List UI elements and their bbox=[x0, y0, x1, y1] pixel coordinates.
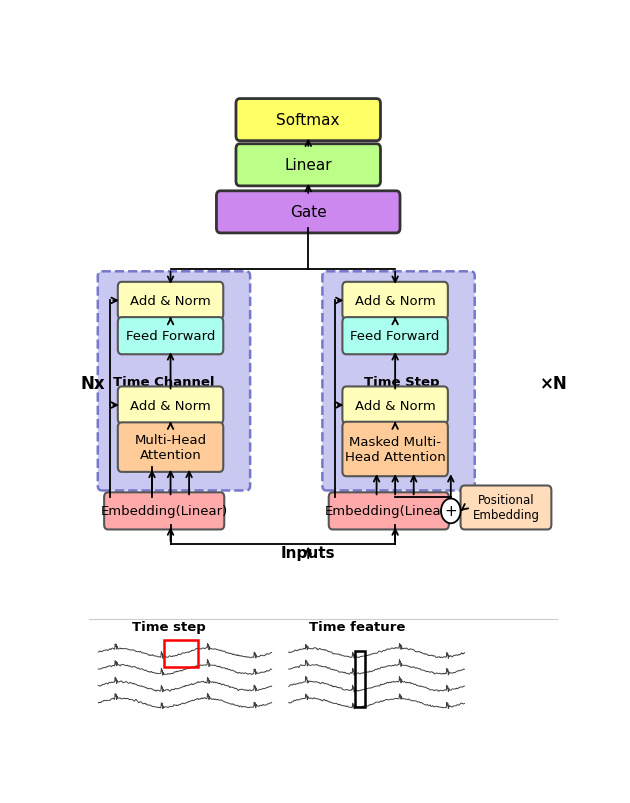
FancyBboxPatch shape bbox=[236, 145, 381, 186]
Text: Nx: Nx bbox=[80, 375, 105, 393]
FancyBboxPatch shape bbox=[343, 422, 448, 477]
FancyBboxPatch shape bbox=[217, 192, 400, 234]
Text: Add & Norm: Add & Norm bbox=[355, 295, 435, 308]
Text: Softmax: Softmax bbox=[277, 113, 340, 128]
FancyBboxPatch shape bbox=[104, 493, 224, 530]
FancyBboxPatch shape bbox=[98, 272, 250, 491]
FancyBboxPatch shape bbox=[343, 283, 448, 320]
Text: Embedding(Linear): Embedding(Linear) bbox=[325, 505, 452, 518]
FancyBboxPatch shape bbox=[118, 387, 223, 424]
FancyBboxPatch shape bbox=[461, 486, 551, 530]
Text: Feed Forward: Feed Forward bbox=[126, 330, 215, 343]
Text: Positional
Embedding: Positional Embedding bbox=[472, 494, 539, 522]
Text: Add & Norm: Add & Norm bbox=[355, 399, 435, 412]
Text: Linear: Linear bbox=[284, 158, 332, 173]
Bar bbox=[355, 651, 365, 707]
FancyBboxPatch shape bbox=[236, 100, 381, 141]
FancyBboxPatch shape bbox=[118, 318, 223, 355]
Text: Masked Multi-
Head Attention: Masked Multi- Head Attention bbox=[345, 435, 445, 463]
Circle shape bbox=[441, 499, 461, 524]
FancyBboxPatch shape bbox=[343, 318, 448, 355]
FancyBboxPatch shape bbox=[329, 493, 449, 530]
Text: +: + bbox=[444, 503, 457, 519]
FancyBboxPatch shape bbox=[343, 387, 448, 424]
FancyBboxPatch shape bbox=[118, 423, 223, 472]
Text: Inputs: Inputs bbox=[281, 545, 336, 560]
Text: Add & Norm: Add & Norm bbox=[130, 295, 211, 308]
Text: Time Channel: Time Channel bbox=[113, 376, 214, 389]
Text: Time Step: Time Step bbox=[364, 376, 439, 389]
Text: Time step: Time step bbox=[132, 620, 206, 633]
Text: ×N: ×N bbox=[539, 375, 567, 393]
Text: Embedding(Linear): Embedding(Linear) bbox=[101, 505, 228, 518]
Text: Multi-Head
Attention: Multi-Head Attention bbox=[134, 434, 207, 462]
Text: Gate: Gate bbox=[290, 205, 326, 220]
Bar bbox=[164, 640, 198, 667]
Text: Feed Forward: Feed Forward bbox=[350, 330, 440, 343]
Text: Time feature: Time feature bbox=[309, 620, 405, 633]
FancyBboxPatch shape bbox=[118, 283, 223, 320]
FancyBboxPatch shape bbox=[323, 272, 475, 491]
Text: Add & Norm: Add & Norm bbox=[130, 399, 211, 412]
